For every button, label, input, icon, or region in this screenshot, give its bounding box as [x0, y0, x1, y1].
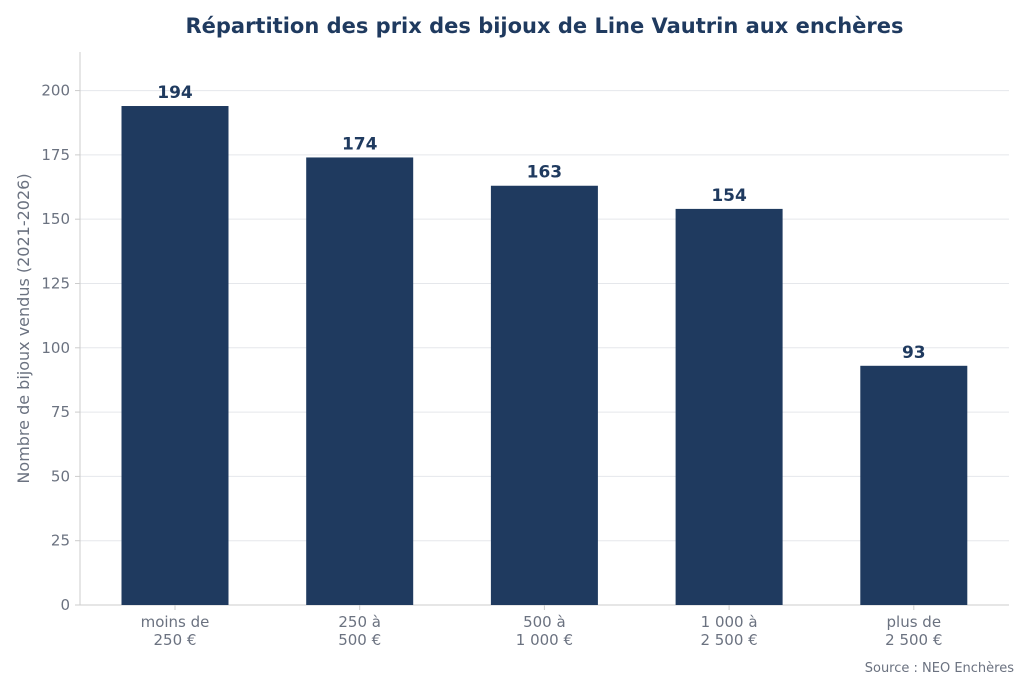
y-tick-label: 0 — [60, 596, 70, 614]
bar — [306, 157, 414, 605]
source-note: Source : NEO Enchères — [864, 661, 1014, 676]
value-labels: 194 174 163 154 93 — [157, 83, 925, 363]
bar-value-label: 194 — [157, 83, 193, 103]
bar — [675, 208, 783, 605]
y-tick-label: 75 — [51, 403, 70, 421]
x-tick-label: moins de 250 € — [141, 613, 210, 649]
y-tick-label: 200 — [41, 82, 70, 100]
y-axis-label: Nombre de bijoux vendus (2021-2026) — [14, 173, 33, 483]
x-tick-label: 250 à 500 € — [338, 613, 381, 649]
y-tick-label: 125 — [41, 274, 70, 292]
chart-title: Répartition des prix des bijoux de Line … — [185, 14, 903, 38]
y-tick-label: 150 — [41, 210, 70, 228]
bar-value-label: 174 — [342, 134, 378, 154]
bar — [860, 365, 968, 605]
bars — [121, 106, 968, 606]
bar — [121, 106, 229, 606]
y-tick-label: 100 — [41, 339, 70, 357]
y-tick-label: 50 — [51, 467, 70, 485]
y-tick-labels: 0 25 50 75 100 125 150 175 200 — [41, 82, 80, 614]
y-tick-label: 25 — [51, 532, 70, 550]
bar-value-label: 163 — [527, 163, 563, 183]
bar-value-label: 154 — [711, 186, 747, 206]
bar — [490, 185, 598, 605]
bar-value-label: 93 — [902, 343, 926, 363]
y-tick-label: 175 — [41, 146, 70, 164]
x-tick-label: plus de 2 500 € — [885, 613, 942, 649]
